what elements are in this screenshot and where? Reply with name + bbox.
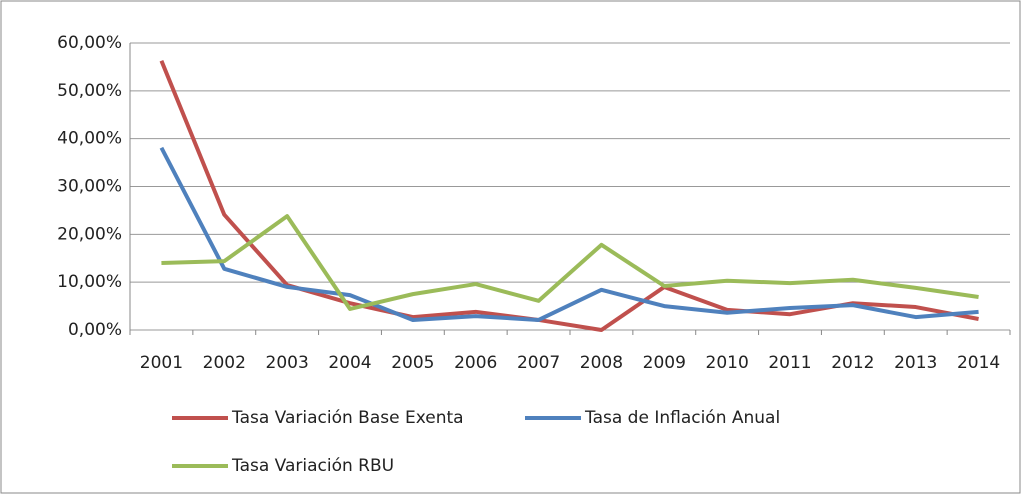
x-tick-label: 2012 bbox=[831, 353, 874, 373]
x-tick-label: 2007 bbox=[517, 353, 560, 373]
x-tick-label: 2001 bbox=[140, 353, 183, 373]
x-tick-label: 2005 bbox=[391, 353, 434, 373]
x-tick-label: 2014 bbox=[957, 353, 1000, 373]
y-tick-label: 30,00% bbox=[57, 177, 122, 197]
y-tick-label: 0,00% bbox=[68, 320, 122, 340]
series-line bbox=[159, 146, 979, 322]
series-line bbox=[161, 214, 979, 311]
y-tick-label: 10,00% bbox=[57, 272, 122, 292]
y-tick-label: 60,00% bbox=[57, 33, 122, 53]
x-tick-label: 2013 bbox=[894, 353, 937, 373]
x-tick-label: 2006 bbox=[454, 353, 497, 373]
x-tick-label: 2004 bbox=[328, 353, 371, 373]
y-tick-label: 50,00% bbox=[57, 81, 122, 101]
x-tick-label: 2008 bbox=[580, 353, 623, 373]
x-tick-label: 2010 bbox=[706, 353, 749, 373]
y-tick-label: 40,00% bbox=[57, 129, 122, 149]
legend-label: Tasa Variación RBU bbox=[231, 456, 394, 476]
legend-label: Tasa Variación Base Exenta bbox=[231, 408, 464, 428]
x-tick-label: 2011 bbox=[768, 353, 811, 373]
legend-label: Tasa de Inflación Anual bbox=[584, 408, 780, 428]
x-tick-label: 2003 bbox=[266, 353, 309, 373]
y-tick-label: 20,00% bbox=[57, 224, 122, 244]
x-tick-label: 2009 bbox=[643, 353, 686, 373]
x-tick-label: 2002 bbox=[203, 353, 246, 373]
